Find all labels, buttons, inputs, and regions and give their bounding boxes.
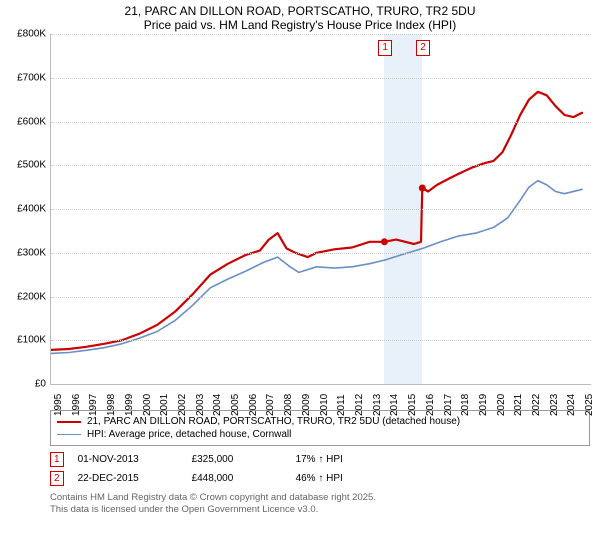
y-axis-label: £800K <box>17 29 46 40</box>
sale-price: £325,000 <box>192 454 282 465</box>
y-axis-label: £200K <box>17 291 46 302</box>
legend-label-hpi: HPI: Average price, detached house, Corn… <box>87 429 291 440</box>
sale-price: £448,000 <box>192 473 282 484</box>
y-axis-label: £100K <box>17 335 46 346</box>
title-line-1: 21, PARC AN DILLON ROAD, PORTSCATHO, TRU… <box>0 0 600 18</box>
x-axis-label: 2008 <box>283 394 294 416</box>
x-axis-label: 1999 <box>124 394 135 416</box>
gridline <box>51 253 591 254</box>
x-axis-label: 2007 <box>265 394 276 416</box>
gridline <box>51 297 591 298</box>
x-axis-label: 2000 <box>142 394 153 416</box>
x-axis-label: 2012 <box>354 394 365 416</box>
sale-marker-2: 2 <box>50 471 64 486</box>
footer: Contains HM Land Registry data © Crown c… <box>50 492 590 516</box>
footer-line-2: This data is licensed under the Open Gov… <box>50 504 590 516</box>
y-axis-label: £300K <box>17 247 46 258</box>
legend-swatch-price-paid <box>57 421 81 423</box>
y-axis-label: £700K <box>17 72 46 83</box>
y-axis-label: £400K <box>17 204 46 215</box>
x-axis-label: 1995 <box>53 394 64 416</box>
x-axis-label: 2016 <box>425 394 436 416</box>
x-axis-label: 1997 <box>88 394 99 416</box>
plot-area: 12 <box>50 34 591 385</box>
title-line-2: Price paid vs. HM Land Registry's House … <box>0 18 600 34</box>
sales-table: 1 01-NOV-2013 £325,000 17% ↑ HPI 2 22-DE… <box>50 450 590 488</box>
x-axis-label: 2018 <box>460 394 471 416</box>
x-axis-label: 2013 <box>372 394 383 416</box>
x-axis-label: 2019 <box>478 394 489 416</box>
y-axis-label: £600K <box>17 116 46 127</box>
x-axis-label: 2014 <box>389 394 400 416</box>
x-axis-label: 2015 <box>407 394 418 416</box>
x-axis-label: 2020 <box>496 394 507 416</box>
x-axis-label: 1998 <box>106 394 117 416</box>
sale-date: 01-NOV-2013 <box>78 454 178 465</box>
y-axis-label: £500K <box>17 160 46 171</box>
x-axis-label: 2010 <box>319 394 330 416</box>
x-axis-label: 2011 <box>336 394 347 416</box>
callout-marker: 2 <box>416 40 430 56</box>
sale-marker-1: 1 <box>50 452 64 467</box>
x-axis-label: 2006 <box>248 394 259 416</box>
x-axis-label: 2001 <box>159 394 170 416</box>
table-row: 1 01-NOV-2013 £325,000 17% ↑ HPI <box>50 450 590 469</box>
legend-swatch-hpi <box>57 434 81 435</box>
x-axis-label: 2017 <box>443 394 454 416</box>
x-axis-label: 2022 <box>531 394 542 416</box>
x-axis-label: 2003 <box>195 394 206 416</box>
x-axis-label: 2002 <box>177 394 188 416</box>
chart-area: 12 £0£100K£200K£300K£400K£500K£600K£700K… <box>50 34 590 404</box>
x-axis-label: 2004 <box>212 394 223 416</box>
sale-pct: 46% ↑ HPI <box>296 473 396 484</box>
gridline <box>51 165 591 166</box>
legend-row-price-paid: 21, PARC AN DILLON ROAD, PORTSCATHO, TRU… <box>57 415 583 428</box>
legend-label-price-paid: 21, PARC AN DILLON ROAD, PORTSCATHO, TRU… <box>87 416 460 427</box>
gridline <box>51 34 591 35</box>
chart-container: 21, PARC AN DILLON ROAD, PORTSCATHO, TRU… <box>0 0 600 560</box>
footer-line-1: Contains HM Land Registry data © Crown c… <box>50 492 590 504</box>
table-row: 2 22-DEC-2015 £448,000 46% ↑ HPI <box>50 469 590 488</box>
x-axis-label: 1996 <box>71 394 82 416</box>
callout-marker: 1 <box>378 40 392 56</box>
x-axis-label: 2009 <box>301 394 312 416</box>
x-axis-label: 2021 <box>513 394 524 416</box>
gridline <box>51 78 591 79</box>
sale-date: 22-DEC-2015 <box>78 473 178 484</box>
x-axis-label: 2024 <box>566 394 577 416</box>
x-axis-label: 2005 <box>230 394 241 416</box>
gridline <box>51 122 591 123</box>
x-axis-label: 2023 <box>549 394 560 416</box>
x-axis-label: 2025 <box>584 394 595 416</box>
gridline <box>51 209 591 210</box>
y-axis-label: £0 <box>35 379 46 390</box>
gridline <box>51 340 591 341</box>
legend-row-hpi: HPI: Average price, detached house, Corn… <box>57 428 583 441</box>
sale-pct: 17% ↑ HPI <box>296 454 396 465</box>
